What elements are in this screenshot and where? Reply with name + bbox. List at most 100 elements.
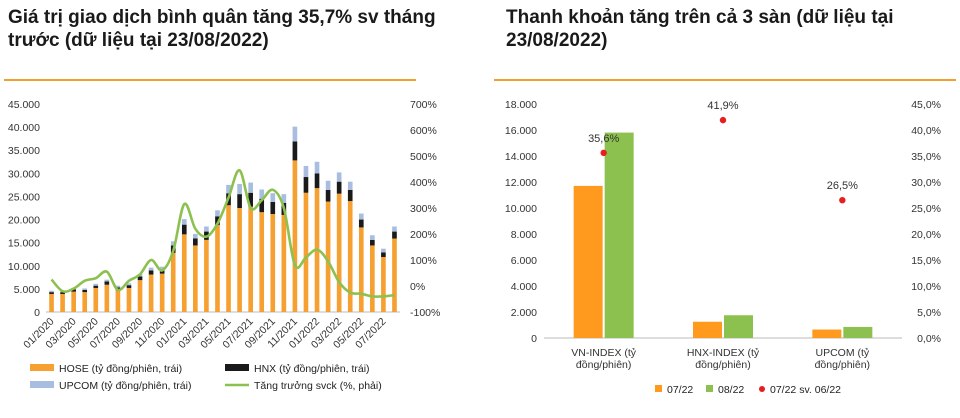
hose-bar <box>358 227 364 312</box>
hose-bar <box>381 256 386 312</box>
upcom-bar <box>248 182 253 193</box>
left-y2-tick-label: 600% <box>410 125 437 137</box>
right-x-tick-label: VN-INDEX (tỷ <box>571 347 637 359</box>
legend-swatch <box>759 386 765 392</box>
right-y2-tick-label: 40,0% <box>911 125 941 137</box>
hnx-bar <box>358 219 364 228</box>
legend-label: UPCOM (tỷ đồng/phiên, trái) <box>59 380 191 392</box>
upcom-bar <box>104 279 110 282</box>
hose-bar <box>237 208 242 312</box>
upcom-bar <box>314 161 320 174</box>
legend-label: 08/22 <box>718 384 744 396</box>
right-y-tick-label: 14.000 <box>505 151 537 163</box>
upcom-bar <box>347 181 353 190</box>
upcom-bar <box>358 213 364 220</box>
hnx-bar <box>82 289 88 293</box>
left-chart-title: Giá trị giao dịch bình quân tăng 35,7% s… <box>8 7 436 51</box>
aug22-bar <box>724 315 753 338</box>
hose-bar <box>71 291 76 312</box>
right-x-tick-label: đồng/phiên) <box>815 359 870 371</box>
hnx-bar <box>60 292 65 294</box>
yoy-point <box>839 197 846 204</box>
jul22-bar <box>573 185 603 338</box>
upcom-bar <box>181 219 187 225</box>
hnx-bar <box>71 289 76 292</box>
hose-bar <box>193 245 198 312</box>
left-y-tick-label: 5.000 <box>14 284 40 296</box>
hnx-bar <box>93 285 99 288</box>
right-x-tick-label: đồng/phiên) <box>695 359 750 371</box>
upcom-bar <box>237 183 242 195</box>
hnx-bar <box>292 141 298 161</box>
hose-bar <box>226 205 231 312</box>
right-y2-tick-label: 35,0% <box>911 151 941 163</box>
left-y-tick-label: 20.000 <box>8 215 40 227</box>
left-y-tick-label: 40.000 <box>8 122 40 134</box>
yoy-data-label: 26,5% <box>827 180 858 192</box>
legend-swatch <box>30 364 54 371</box>
upcom-bar <box>381 248 386 253</box>
left-y2-tick-label: 200% <box>410 229 437 241</box>
upcom-bar <box>204 226 209 232</box>
hose-bar <box>115 290 121 312</box>
upcom-bar <box>270 193 276 202</box>
right-y2-tick-label: 45,0% <box>911 99 941 111</box>
upcom-bar <box>336 172 342 182</box>
right-y-tick-label: 10.000 <box>505 203 537 215</box>
upcom-bar <box>193 233 198 239</box>
left-y2-tick-label: 300% <box>410 203 437 215</box>
upcom-bar <box>259 189 265 199</box>
hose-bar <box>392 238 397 312</box>
left-y2-tick-label: -100% <box>410 307 440 319</box>
hnx-bar <box>381 252 386 257</box>
hose-bar <box>215 225 220 312</box>
hose-bar <box>281 214 287 312</box>
hnx-bar <box>193 238 198 246</box>
upcom-bar <box>148 267 154 271</box>
hose-bar <box>336 193 342 312</box>
yoy-point <box>600 149 607 157</box>
hnx-bar <box>370 239 375 246</box>
legend-swatch <box>706 385 713 392</box>
upcom-bar <box>93 283 99 286</box>
left-y-tick-label: 30.000 <box>8 168 40 180</box>
right-y-tick-label: 0 <box>531 333 537 345</box>
left-y-tick-label: 25.000 <box>8 191 40 203</box>
left-y2-tick-label: 400% <box>410 177 437 189</box>
hnx-bar <box>237 194 242 208</box>
legend-label: HNX (tỷ đồng/phiên, trái) <box>254 363 370 375</box>
growth-line <box>50 168 395 298</box>
hose-bar <box>347 201 353 312</box>
hnx-bar <box>314 173 320 189</box>
hnx-bar <box>181 224 187 235</box>
right-y-tick-label: 4.000 <box>511 281 537 293</box>
yoy-data-label: 41,9% <box>707 100 738 112</box>
hose-bar <box>60 293 65 312</box>
right-y-tick-label: 6.000 <box>511 255 537 267</box>
hnx-bar <box>137 276 143 281</box>
right-y-tick-label: 16.000 <box>505 125 537 137</box>
hnx-bar <box>49 292 54 294</box>
aug22-bar <box>604 132 634 338</box>
right-y2-tick-label: 15,0% <box>911 255 941 267</box>
right-x-tick-label: HNX-INDEX (tỷ <box>687 347 760 359</box>
legend-label: 07/22 sv. 06/22 <box>770 384 841 396</box>
yoy-point <box>719 116 727 124</box>
hose-bar <box>303 192 309 312</box>
right-y2-tick-label: 10,0% <box>911 281 941 293</box>
hnx-bar <box>148 270 154 275</box>
right-y2-tick-label: 5,0% <box>917 307 941 319</box>
hose-bar <box>148 274 154 312</box>
upcom-bar <box>325 180 331 190</box>
left-title-divider <box>4 79 416 81</box>
left-y2-tick-label: 500% <box>410 151 437 163</box>
upcom-bar <box>159 266 165 270</box>
hose-bar <box>137 280 143 312</box>
right-y2-tick-label: 20,0% <box>911 229 941 241</box>
upcom-bar <box>281 194 287 203</box>
right-x-tick-label: đồng/phiên) <box>576 359 631 371</box>
right-y-tick-label: 18.000 <box>505 99 537 111</box>
legend-label: HOSE (tỷ đồng/phiên, trái) <box>59 363 182 375</box>
hose-bar <box>49 293 54 312</box>
